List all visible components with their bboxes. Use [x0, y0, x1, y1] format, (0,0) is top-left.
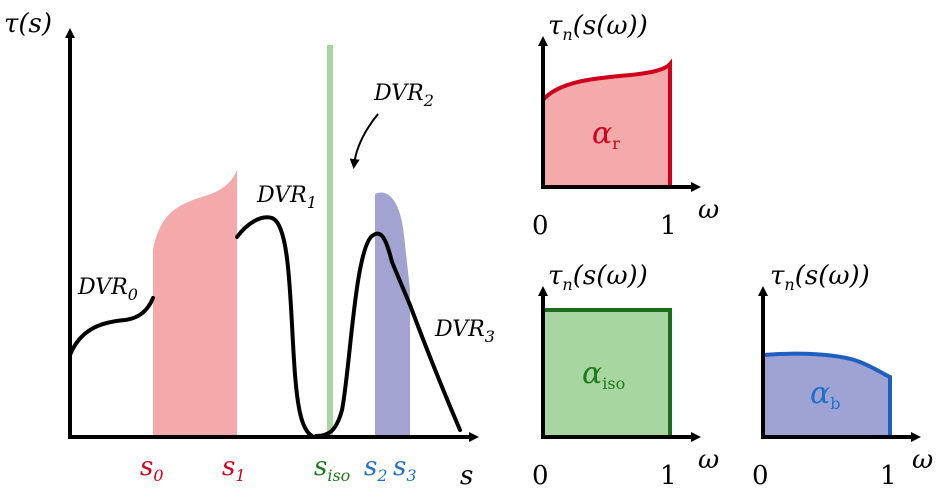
iso-line	[327, 45, 333, 437]
alpha-b-curve	[762, 351, 892, 437]
dvr1-label: DVR1	[256, 183, 317, 212]
alpha-iso-x-label: ω	[698, 445, 719, 475]
alpha-iso-label: αiso	[582, 356, 625, 393]
region-s2-s3	[375, 192, 410, 436]
alpha-iso-area	[541, 308, 672, 439]
tick-s0: s0	[140, 452, 164, 485]
tick-s1: s1	[222, 452, 246, 485]
tick-siso: siso	[314, 452, 350, 485]
alpha-b-tick-0: 0	[752, 461, 769, 491]
dvr3-label: DVR3	[434, 317, 495, 346]
tau-curve	[68, 215, 462, 438]
alpha-r-area	[543, 64, 670, 186]
x-axis-label: s	[460, 461, 473, 491]
alpha-iso-tick-0: 0	[532, 461, 549, 491]
alpha-iso-y-label: τn(s(ω))	[548, 261, 648, 294]
alpha-iso-tick-1: 1	[660, 461, 677, 491]
alpha-b-y-label: τn(s(ω))	[770, 261, 870, 294]
alpha-r-x-label: ω	[698, 195, 719, 225]
alpha-b-label: αb	[810, 376, 841, 413]
dvr0-label: DVR0	[77, 275, 138, 304]
alpha-b-area	[763, 353, 890, 437]
tick-s3: s3	[393, 452, 417, 485]
alpha-r-tick-0: 0	[532, 211, 549, 241]
main-plot: τ(s) s DVR0 DVR1 DVR2 DVR3 s0 s1 siso s2…	[4, 9, 495, 491]
plot-alpha-r: τn(s(ω)) ω 0 1 αr	[532, 11, 719, 241]
alpha-r-curve	[541, 58, 672, 186]
dvr2-label: DVR2	[373, 81, 434, 110]
dvr2-pointer	[349, 113, 379, 169]
y-axis-label: τ(s)	[4, 9, 52, 39]
tick-s2: s2	[364, 452, 388, 485]
alpha-r-label: αr	[592, 116, 620, 153]
region-s0-s1	[153, 170, 237, 436]
plot-alpha-iso: τn(s(ω)) ω 0 1 αiso	[532, 261, 719, 491]
alpha-b-tick-1: 1	[880, 461, 897, 491]
plot-alpha-b: τn(s(ω)) ω 0 1 αb	[752, 261, 933, 491]
alpha-r-y-label: τn(s(ω))	[548, 11, 648, 44]
alpha-r-tick-1: 1	[660, 211, 677, 241]
alpha-b-x-label: ω	[912, 445, 933, 475]
